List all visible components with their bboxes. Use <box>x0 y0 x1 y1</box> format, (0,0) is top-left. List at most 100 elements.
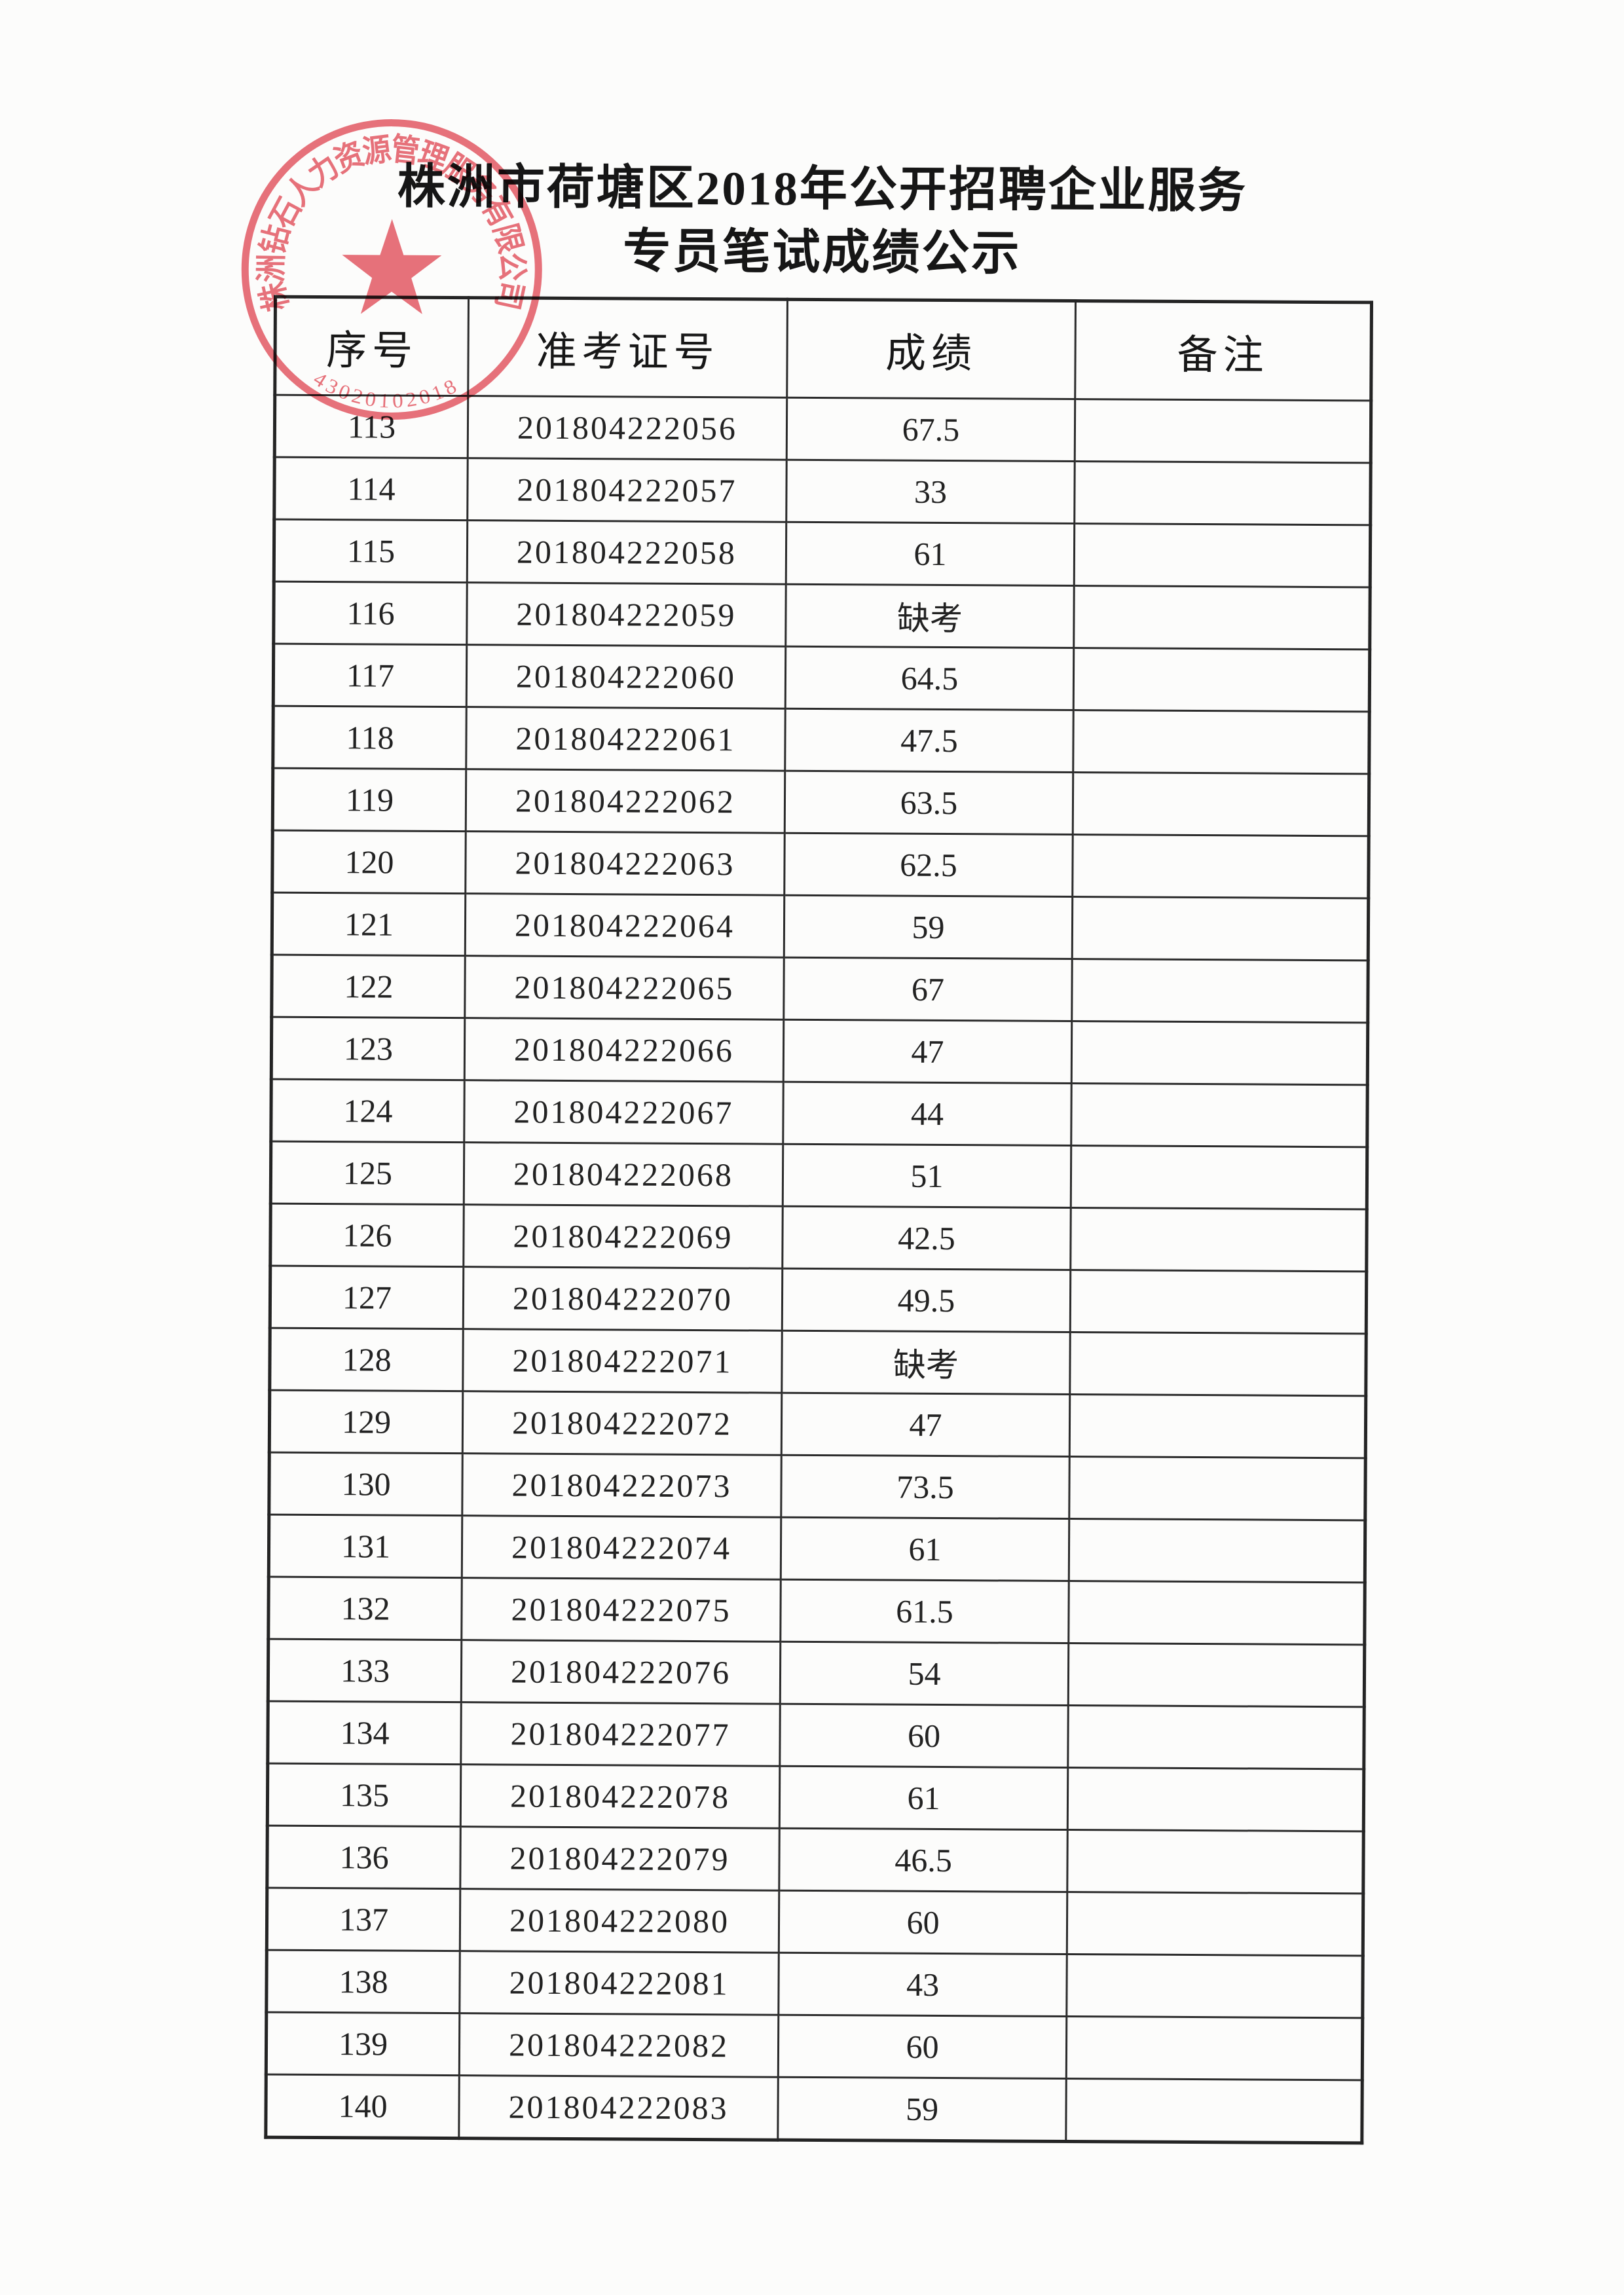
cell-score: 49.5 <box>782 1268 1071 1332</box>
cell-ticket-number: 201804222060 <box>466 644 786 709</box>
cell-remark <box>1069 1518 1365 1583</box>
cell-score: 51 <box>783 1144 1071 1208</box>
cell-ticket-number: 201804222070 <box>463 1266 783 1331</box>
cell-remark <box>1067 1829 1364 1894</box>
cell-remark <box>1071 959 1369 1023</box>
cell-serial-number: 118 <box>272 706 467 769</box>
cell-ticket-number: 201804222069 <box>463 1204 783 1269</box>
header-score: 成绩 <box>786 299 1076 399</box>
cell-remark <box>1067 1892 1363 1956</box>
cell-ticket-number: 201804222062 <box>466 769 785 834</box>
cell-remark <box>1073 710 1370 774</box>
cell-ticket-number: 201804222063 <box>465 831 785 896</box>
cell-ticket-number: 201804222079 <box>460 1826 780 1891</box>
cell-serial-number: 121 <box>272 892 466 956</box>
cell-serial-number: 131 <box>268 1515 462 1578</box>
table-row: 116 201804222059 缺考 <box>273 581 1371 650</box>
cell-ticket-number: 201804222077 <box>460 1702 781 1767</box>
cell-ticket-number: 201804222057 <box>467 458 787 523</box>
cell-score: 46.5 <box>779 1828 1068 1892</box>
cell-ticket-number: 201804222068 <box>464 1142 783 1207</box>
cell-ticket-number: 201804222056 <box>468 395 787 460</box>
cell-ticket-number: 201804222065 <box>464 955 784 1020</box>
cell-score: 60 <box>779 1890 1067 1955</box>
cell-score: 47 <box>783 1019 1072 1084</box>
cell-serial-number: 139 <box>266 2012 460 2076</box>
cell-remark <box>1066 1954 1363 2018</box>
cell-score: 73.5 <box>781 1455 1070 1519</box>
cell-serial-number: 134 <box>267 1701 462 1765</box>
cell-serial-number: 122 <box>271 955 466 1018</box>
cell-remark <box>1065 2078 1363 2143</box>
cell-remark <box>1071 1145 1367 1209</box>
cell-score: 47 <box>781 1393 1070 1457</box>
cell-remark <box>1073 585 1371 650</box>
cell-ticket-number: 201804222080 <box>460 1888 779 1953</box>
cell-score: 62.5 <box>784 833 1073 897</box>
table-row: 136 201804222079 46.5 <box>267 1826 1364 1894</box>
cell-remark <box>1070 1207 1367 1272</box>
cell-serial-number: 136 <box>267 1826 461 1889</box>
cell-score: 缺考 <box>785 584 1075 648</box>
cell-serial-number: 133 <box>268 1639 462 1702</box>
cell-score: 42.5 <box>782 1206 1071 1270</box>
header-serial-number: 序号 <box>274 297 469 396</box>
cell-remark <box>1072 834 1369 898</box>
cell-remark <box>1068 1643 1365 1707</box>
cell-serial-number: 113 <box>274 395 468 458</box>
table-row: 114 201804222057 33 <box>274 457 1371 525</box>
table-row: 140 201804222083 59 <box>265 2074 1363 2143</box>
cell-score: 63.5 <box>784 771 1073 835</box>
table-row: 120 201804222063 62.5 <box>272 830 1369 898</box>
cell-serial-number: 117 <box>273 644 467 707</box>
table-row: 127 201804222070 49.5 <box>270 1266 1367 1334</box>
cell-remark <box>1067 1767 1364 1831</box>
cell-serial-number: 129 <box>269 1390 463 1454</box>
cell-ticket-number: 201804222066 <box>464 1018 784 1082</box>
cell-ticket-number: 201804222074 <box>462 1515 781 1580</box>
cell-serial-number: 125 <box>270 1141 464 1205</box>
cell-remark <box>1071 1083 1368 1147</box>
cell-score: 64.5 <box>785 646 1074 710</box>
table-row: 131 201804222074 61 <box>268 1515 1365 1583</box>
cell-remark <box>1069 1456 1366 1520</box>
table-row: 133 201804222076 54 <box>268 1639 1365 1707</box>
cell-serial-number: 135 <box>267 1763 461 1827</box>
cell-serial-number: 123 <box>271 1017 465 1080</box>
cell-score: 60 <box>779 1704 1069 1768</box>
cell-score: 67.5 <box>786 397 1075 462</box>
cell-remark <box>1072 896 1369 961</box>
cell-score: 54 <box>780 1642 1069 1706</box>
cell-score: 59 <box>784 895 1073 959</box>
document-title-line1: 株洲市荷塘区2018年公开招聘企业服务 <box>397 160 1248 218</box>
document-title-line2: 专员笔试成绩公示 <box>623 225 1022 280</box>
table-row: 119 201804222062 63.5 <box>272 768 1369 836</box>
cell-remark <box>1070 1270 1367 1334</box>
table-row: 139 201804222082 60 <box>266 2012 1363 2080</box>
header-ticket-number: 准考证号 <box>468 297 788 398</box>
cell-ticket-number: 201804222059 <box>466 582 786 647</box>
table-row: 130 201804222073 73.5 <box>268 1452 1366 1520</box>
cell-score: 44 <box>783 1082 1072 1146</box>
table-row: 126 201804222069 42.5 <box>270 1203 1367 1272</box>
table-row: 123 201804222066 47 <box>271 1017 1368 1085</box>
cell-score: 47.5 <box>784 708 1074 773</box>
score-table: 序号 准考证号 成绩 备注 113 201804222056 67.5 114 … <box>264 295 1374 2145</box>
cell-serial-number: 127 <box>270 1266 464 1329</box>
cell-remark <box>1074 461 1371 525</box>
table-row: 128 201804222071 缺考 <box>269 1328 1367 1396</box>
cell-serial-number: 130 <box>268 1452 463 1516</box>
table-row: 122 201804222065 67 <box>271 955 1369 1023</box>
cell-serial-number: 140 <box>265 2074 460 2139</box>
cell-score: 33 <box>786 460 1075 524</box>
cell-score: 61.5 <box>780 1579 1069 1643</box>
cell-serial-number: 124 <box>270 1079 465 1143</box>
cell-remark <box>1066 2016 1363 2080</box>
cell-ticket-number: 201804222072 <box>462 1391 782 1456</box>
table-row: 117 201804222060 64.5 <box>273 644 1370 712</box>
table-row: 132 201804222075 61.5 <box>268 1577 1365 1645</box>
cell-serial-number: 138 <box>266 1950 460 2013</box>
score-table-header-row: 序号 准考证号 成绩 备注 <box>274 297 1372 401</box>
table-row: 135 201804222078 61 <box>267 1763 1364 1831</box>
